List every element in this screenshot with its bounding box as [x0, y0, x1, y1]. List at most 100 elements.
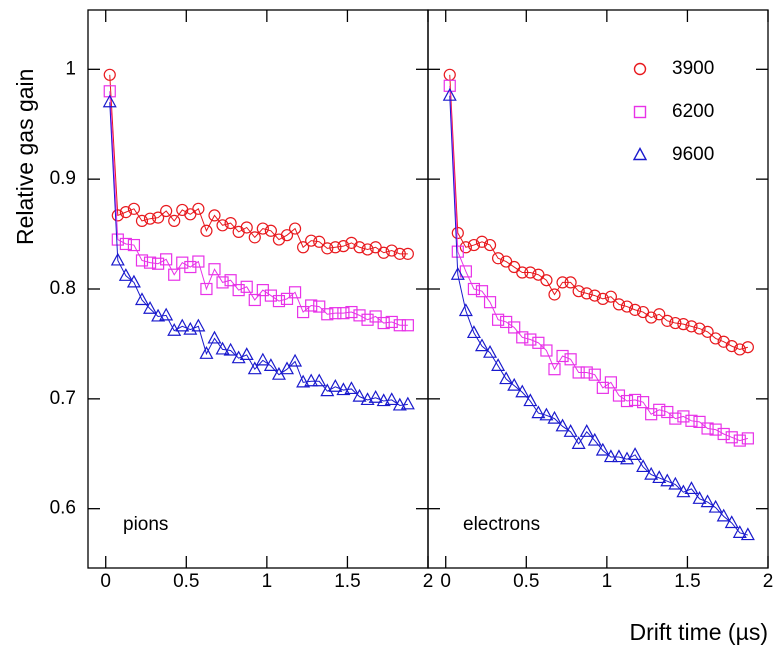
data-point — [119, 206, 132, 219]
data-point — [515, 384, 530, 398]
data-point — [215, 341, 230, 355]
data-point — [143, 212, 157, 225]
data-point — [474, 338, 489, 352]
data-point — [572, 285, 585, 298]
data-point — [450, 266, 465, 280]
data-point — [571, 436, 586, 449]
data-point — [587, 432, 602, 446]
data-point — [305, 299, 318, 312]
data-point — [377, 246, 390, 259]
data-point — [572, 366, 585, 379]
data-point — [475, 235, 489, 248]
data-point — [725, 340, 738, 353]
data-point — [192, 255, 205, 268]
data-point — [247, 361, 262, 375]
data-point — [645, 311, 658, 324]
data-point — [692, 491, 707, 504]
data-point — [676, 484, 691, 498]
data-point — [328, 379, 343, 392]
data-point — [199, 346, 214, 359]
data-point — [313, 300, 326, 313]
data-point — [353, 241, 366, 254]
data-point — [296, 374, 311, 388]
data-point — [716, 508, 731, 522]
legend-label: 9600 — [672, 144, 714, 165]
data-point — [321, 242, 334, 255]
data-point — [564, 276, 577, 289]
data-point — [467, 238, 481, 252]
data-point — [717, 427, 730, 441]
data-point — [459, 241, 472, 254]
data-point — [312, 373, 327, 387]
data-point — [540, 344, 553, 357]
data-point — [741, 432, 754, 445]
data-point — [491, 252, 505, 265]
data-point — [620, 394, 634, 408]
data-point — [580, 287, 593, 300]
data-point — [685, 320, 698, 333]
data-point — [611, 449, 626, 463]
data-point — [305, 234, 318, 247]
data-point — [297, 305, 310, 319]
data-point — [685, 414, 698, 427]
data-point — [352, 388, 367, 402]
x-tick-label: 0 — [440, 571, 451, 592]
data-point — [143, 256, 157, 269]
data-point — [151, 257, 165, 270]
series-line — [449, 74, 748, 350]
data-point — [628, 393, 642, 407]
data-point — [636, 459, 651, 473]
data-point — [507, 377, 522, 391]
data-point — [376, 393, 391, 407]
data-point — [176, 256, 189, 269]
data-point — [127, 202, 141, 215]
legend-label: 3900 — [672, 58, 714, 79]
data-point — [168, 214, 181, 227]
x-tick-label: 0 — [100, 571, 111, 592]
series-line — [109, 102, 408, 406]
data-point — [669, 412, 682, 425]
data-point — [393, 319, 406, 332]
data-point — [661, 405, 674, 419]
data-point — [344, 381, 359, 395]
data-point — [200, 224, 213, 237]
data-point — [216, 219, 229, 232]
data-point — [491, 358, 506, 371]
data-point — [548, 288, 561, 301]
data-point — [491, 313, 505, 326]
data-point — [451, 226, 464, 240]
data-point — [548, 363, 561, 376]
data-point — [637, 396, 650, 409]
data-point — [160, 253, 173, 266]
data-point — [103, 68, 116, 81]
data-point — [200, 282, 213, 296]
data-point — [240, 221, 253, 234]
data-point — [134, 292, 149, 306]
data-point — [337, 307, 350, 320]
x-tick-label: 1 — [602, 571, 613, 592]
data-point — [264, 224, 277, 237]
data-point — [119, 237, 132, 251]
data-point — [255, 352, 270, 366]
data-point — [555, 418, 570, 432]
data-point — [360, 392, 375, 406]
data-point — [531, 405, 546, 419]
data-point — [368, 389, 383, 403]
data-point — [466, 325, 481, 339]
y-axis-label: Relative gas gain — [12, 69, 38, 245]
data-point — [361, 243, 374, 256]
y-tick-label: 0.7 — [50, 388, 76, 409]
data-point — [644, 466, 659, 480]
data-point — [321, 308, 334, 321]
data-point — [168, 268, 181, 281]
panel-frame — [87, 9, 429, 569]
data-point — [135, 214, 149, 227]
data-point — [596, 292, 609, 305]
data-point — [400, 396, 415, 410]
data-point — [248, 293, 261, 307]
data-point — [459, 265, 472, 278]
data-point — [224, 216, 237, 230]
data-point — [207, 330, 222, 344]
data-point — [361, 313, 374, 326]
data-point — [135, 254, 149, 267]
